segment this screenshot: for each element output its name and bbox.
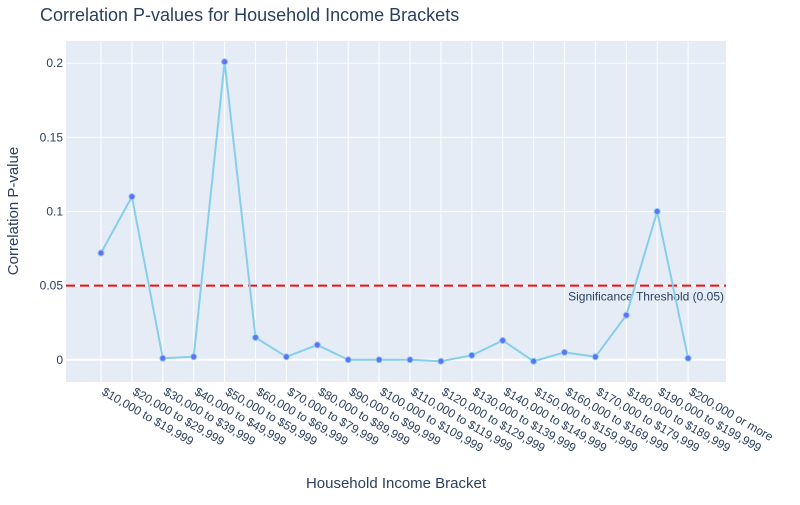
- data-point: [591, 353, 599, 361]
- series-group: [97, 58, 692, 365]
- data-point: [653, 208, 661, 215]
- data-point: [252, 334, 259, 342]
- data-point: [221, 58, 229, 66]
- data-point: [344, 356, 352, 364]
- data-point: [190, 353, 198, 361]
- data-point: [313, 341, 321, 349]
- y-tick-label: 0: [56, 353, 63, 367]
- y-tick-label: 0.1: [46, 205, 63, 219]
- y-tick-labels: 0 0.05 0.1 0.15 0.2: [40, 56, 64, 367]
- data-point: [499, 336, 507, 344]
- y-axis-title: Correlation P-value: [5, 147, 22, 275]
- y-tick-label: 0.05: [40, 279, 64, 293]
- data-point: [97, 249, 105, 257]
- data-point: [128, 193, 136, 201]
- data-point: [530, 357, 538, 365]
- y-tick-label: 0.2: [46, 56, 63, 70]
- data-point: [406, 356, 414, 364]
- data-point: [282, 353, 290, 361]
- data-point: [561, 348, 568, 356]
- data-point: [375, 356, 383, 364]
- threshold-group: Significance Threshold (0.05): [66, 284, 726, 304]
- threshold-label: Significance Threshold (0.05): [568, 290, 724, 304]
- data-point: [468, 351, 476, 359]
- x-tick-labels: $10,000 to $19,999$20,000 to $29,999$30,…: [100, 384, 776, 455]
- x-axis-title: Household Income Bracket: [306, 475, 487, 492]
- data-point: [159, 354, 167, 362]
- data-point: [437, 357, 445, 365]
- data-point: [622, 311, 630, 319]
- chart-title: Correlation P-values for Household Incom…: [40, 5, 459, 25]
- series-line: [100, 60, 690, 363]
- y-tick-label: 0.15: [40, 130, 64, 144]
- data-point: [684, 354, 692, 362]
